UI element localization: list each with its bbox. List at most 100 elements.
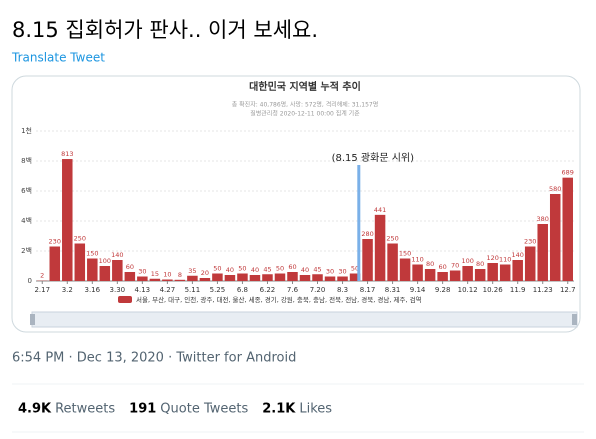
bar	[175, 280, 186, 281]
stat-label: Likes	[299, 402, 332, 417]
value-label: 230	[524, 238, 536, 246]
bar	[450, 271, 461, 282]
x-tick-label: 10.26	[483, 286, 504, 294]
chart-subtitle: 질병관리청 2020-12-11 00:00 집계 기준	[250, 110, 360, 118]
x-tick-label: 11.9	[510, 286, 526, 294]
x-tick-label: 12.7	[560, 286, 576, 294]
value-label: 40	[226, 266, 234, 274]
value-label: 441	[374, 206, 386, 214]
value-label: 580	[549, 185, 561, 193]
stat-count: 4.9K	[18, 402, 52, 417]
value-label: 60	[288, 263, 296, 271]
bar	[475, 269, 486, 281]
stat-label: Retweets	[55, 402, 115, 417]
bar	[287, 272, 298, 281]
value-label: 689	[562, 169, 574, 177]
chart-title: 대한민국 지역별 누적 추이	[249, 80, 361, 93]
x-tick-label: 7.20	[310, 286, 326, 294]
bar	[250, 275, 261, 281]
bar	[300, 275, 311, 281]
stat-count: 2.1K	[262, 402, 296, 417]
value-label: 40	[301, 266, 309, 274]
value-label: 140	[511, 251, 523, 259]
value-label: 10	[163, 271, 171, 279]
value-label: 60	[126, 263, 134, 271]
translate-link[interactable]: Translate Tweet	[11, 51, 105, 65]
x-tick-label: 9.14	[410, 286, 426, 294]
bar	[375, 215, 386, 281]
event-line	[357, 165, 360, 281]
bar	[225, 275, 236, 281]
x-tick-label: 3.30	[110, 286, 126, 294]
tweet-text: 8.15 집회허가 판사.. 이거 보세요.	[12, 18, 318, 42]
value-label: 30	[138, 268, 146, 276]
bar	[237, 274, 248, 282]
bar	[337, 277, 348, 282]
bar	[112, 260, 123, 281]
value-label: 40	[251, 266, 259, 274]
value-label: 80	[476, 260, 484, 268]
value-label: 100	[99, 257, 111, 265]
bar	[500, 265, 511, 282]
bar	[87, 259, 98, 282]
bar	[550, 194, 561, 281]
x-tick-label: 3.2	[62, 286, 73, 294]
value-label: 50	[238, 265, 246, 273]
slider-handle[interactable]	[572, 314, 577, 325]
bar	[562, 178, 573, 281]
value-label: 230	[49, 238, 61, 246]
y-tick-label: 1천	[21, 126, 32, 135]
value-label: 280	[361, 230, 373, 238]
bar	[275, 274, 286, 282]
value-label: 8	[178, 271, 182, 279]
value-label: 50	[213, 265, 221, 273]
slider-handle[interactable]	[30, 314, 35, 325]
bar	[212, 274, 223, 282]
bar	[412, 265, 423, 282]
bar	[125, 272, 136, 281]
chart-subtitle: 총 확진자: 40,786명, 사망: 572명, 격리해제: 31,157명	[232, 101, 379, 109]
x-tick-label: 7.6	[287, 286, 299, 294]
x-tick-label: 5.11	[185, 286, 201, 294]
x-tick-label: 9.28	[435, 286, 451, 294]
value-label: 150	[86, 250, 98, 258]
y-tick-label: 0	[28, 277, 32, 285]
stat-count: 191	[129, 402, 156, 417]
bar	[150, 279, 161, 281]
annotation: (8.15 광화문 시위)	[332, 151, 415, 164]
tweet-meta: 6:54 PM · Dec 13, 2020 · Twitter for And…	[12, 351, 296, 366]
value-label: 30	[326, 268, 334, 276]
bar	[462, 266, 473, 281]
bar	[537, 224, 548, 281]
bar	[325, 277, 336, 282]
value-label: 813	[61, 150, 73, 158]
x-tick-label: 3.16	[85, 286, 101, 294]
x-tick-label: 8.3	[337, 286, 348, 294]
value-label: 20	[201, 269, 209, 277]
value-label: 50	[276, 265, 284, 273]
value-label: 140	[111, 251, 123, 259]
value-label: 30	[338, 268, 346, 276]
value-label: 250	[74, 235, 86, 243]
value-label: 80	[426, 260, 434, 268]
x-tick-label: 8.17	[360, 286, 376, 294]
bar	[387, 244, 398, 282]
bar	[312, 274, 323, 281]
legend-label: 서울, 부산, 대구, 인천, 광주, 대전, 울산, 세종, 경기, 강원, …	[136, 295, 422, 304]
value-label: 250	[386, 235, 398, 243]
bar	[100, 266, 111, 281]
bar	[362, 239, 373, 281]
zoom-slider[interactable]	[32, 312, 577, 327]
legend-swatch	[118, 296, 132, 303]
value-label: 380	[537, 215, 549, 223]
x-tick-label: 2.17	[34, 286, 50, 294]
bar	[50, 247, 61, 282]
value-label: 15	[151, 270, 159, 278]
value-label: 60	[438, 263, 446, 271]
value-label: 45	[263, 265, 271, 273]
x-tick-label: 4.27	[160, 286, 176, 294]
y-tick-label: 4백	[21, 216, 32, 225]
value-label: 45	[313, 265, 321, 273]
x-tick-label: 8.31	[385, 286, 401, 294]
